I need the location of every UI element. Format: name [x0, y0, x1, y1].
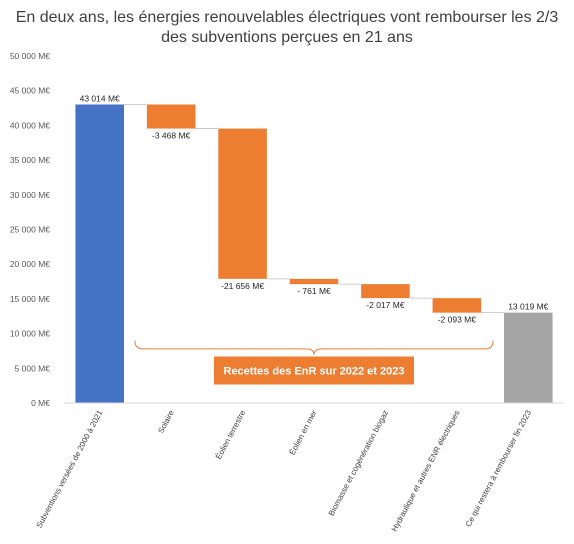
data-label: -2 017 M€: [366, 300, 405, 310]
chart-title-line-2: des subventions perçues en 21 ans: [161, 29, 413, 46]
connectors: [124, 104, 504, 314]
bars: [75, 104, 553, 403]
bar: [289, 278, 339, 285]
y-tick-label: 25 000 M€: [10, 225, 50, 235]
y-tick-label: 50 000 M€: [10, 51, 50, 61]
bar: [504, 312, 553, 403]
x-tick-label: Éolien en mer: [288, 408, 319, 456]
annotation-box: [214, 356, 414, 385]
y-tick-label: 45 000 M€: [10, 86, 50, 96]
data-label: -21 656 M€: [221, 281, 264, 291]
y-tick-label: 35 000 M€: [10, 155, 50, 165]
y-tick-label: 5 000 M€: [15, 363, 51, 373]
bar: [361, 284, 410, 299]
annotation-label: Recettes des EnR sur 2022 et 2023: [224, 366, 405, 378]
y-tick-label: 0 M€: [31, 398, 50, 408]
x-tick-label: Hydraulique et autres ENR électriques: [390, 409, 462, 533]
x-tick-label: Ce qui restera à rembourser fin 2023: [464, 408, 534, 528]
bar: [146, 104, 196, 129]
y-tick-label: 10 000 M€: [10, 329, 50, 339]
chart-title-line-1: En deux ans, les énergies renouvelables …: [16, 9, 559, 26]
bar: [75, 104, 124, 403]
data-label: 43 014 M€: [80, 93, 120, 103]
y-axis: 0 M€ 5 000 M€ 10 000 M€ 15 000 M€ 20 000 M€ 2…: [10, 51, 50, 408]
y-tick-label: 30 000 M€: [10, 190, 50, 200]
data-label: -3 468 M€: [152, 131, 191, 141]
x-tick-label: Subventions versées de 2000 à 2021: [35, 408, 105, 529]
x-axis: Subventions versées de 2000 à 2021 Solair…: [35, 402, 564, 533]
y-tick-label: 15 000 M€: [10, 294, 50, 304]
data-label: -2 093 M€: [438, 315, 477, 325]
data-label: - 761 M€: [297, 286, 331, 296]
y-tick-label: 40 000 M€: [10, 120, 50, 130]
x-tick-label: Éolien terrestre: [214, 408, 248, 461]
annotation-bracket: [134, 340, 494, 355]
bar: [432, 298, 482, 313]
data-labels: 43 014 M€ -3 468 M€ -21 656 M€ - 761 M€ -2 0…: [80, 93, 549, 324]
y-tick-label: 20 000 M€: [10, 259, 50, 269]
x-tick-label: Biomasse et cogénération biogaz: [327, 409, 390, 518]
annotation: Recettes des EnR sur 2022 et 2023: [134, 340, 494, 385]
data-label: 13 019 M€: [508, 302, 548, 312]
bar: [218, 128, 267, 279]
x-tick-label: Solaire: [156, 408, 176, 435]
